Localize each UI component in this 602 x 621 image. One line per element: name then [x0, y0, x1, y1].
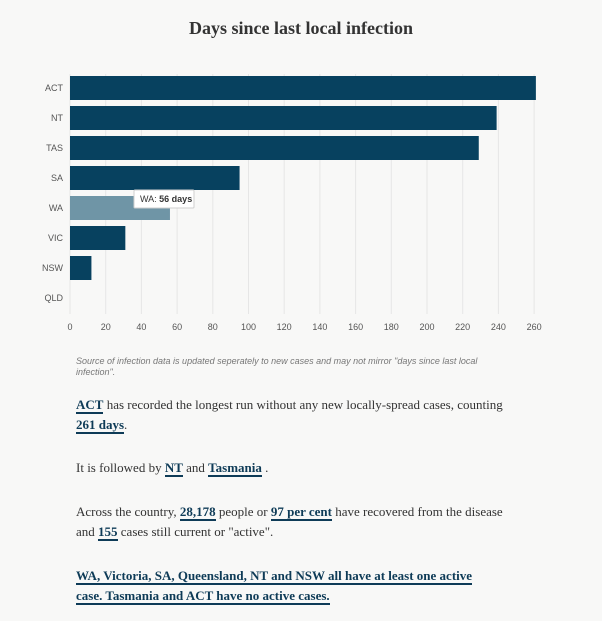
tooltip-prefix: WA:	[140, 194, 159, 204]
x-tick-label: 60	[172, 322, 182, 332]
x-tick-label: 240	[491, 322, 506, 332]
tooltip-box	[133, 189, 195, 209]
x-tick-label: 260	[527, 322, 542, 332]
p4-line2[interactable]: case. Tasmania and ACT have no active ca…	[76, 588, 330, 605]
paragraph-longest-run: ACT has recorded the longest run without…	[76, 395, 516, 435]
category-label: VIC	[48, 233, 64, 243]
x-tick-label: 120	[277, 322, 292, 332]
paragraph-followed-by: It is followed by NT and Tasmania .	[76, 458, 516, 478]
link-nt[interactable]: NT	[164, 460, 183, 477]
link-percent-recovered[interactable]: 97 per cent	[270, 504, 332, 521]
bar-chart: ACT NT TAS SA WA VIC NSW QLD 0 20 40 60 80 100 120 140…	[42, 74, 542, 332]
x-tick-label: 40	[136, 322, 146, 332]
link-tasmania[interactable]: Tasmania	[208, 460, 262, 477]
category-label: QLD	[44, 293, 63, 303]
p3-text4: cases still current or "active".	[117, 524, 274, 539]
paragraph-active-cases[interactable]: WA, Victoria, SA, Queensland, NT and NSW…	[76, 566, 516, 606]
category-labels: ACT NT TAS SA WA VIC NSW QLD	[42, 83, 64, 303]
link-recovered-count[interactable]: 28,178	[179, 504, 216, 521]
bar-nt[interactable]	[70, 106, 497, 130]
bar-nsw[interactable]	[70, 256, 92, 280]
source-note: Source of infection data is updated sepe…	[76, 356, 478, 377]
link-act[interactable]: ACT	[76, 397, 104, 414]
p2-text2: and	[182, 460, 209, 475]
category-label: NSW	[42, 263, 64, 273]
x-tick-label: 100	[241, 322, 256, 332]
bar-vic[interactable]	[70, 226, 126, 250]
p3-text3: have recovered from the disease and	[76, 504, 503, 539]
tooltip: WA: 56 days	[133, 189, 195, 209]
x-tick-label: 220	[455, 322, 470, 332]
link-active-cases[interactable]: 155	[98, 524, 118, 541]
bar-act[interactable]	[70, 76, 536, 100]
category-label: WA	[49, 203, 63, 213]
link-261-days[interactable]: 261 days	[76, 417, 125, 434]
x-tick-label: 20	[101, 322, 111, 332]
category-label: SA	[51, 173, 63, 183]
x-tick-label: 160	[348, 322, 363, 332]
paragraph-recovered: Across the country, 28,178 people or 97 …	[76, 502, 516, 542]
p1-text2: .	[124, 417, 128, 432]
p1-text1: has recorded the longest run without any…	[103, 397, 503, 412]
p4-line1[interactable]: WA, Victoria, SA, Queensland, NT and NSW…	[76, 568, 473, 585]
bars	[70, 76, 536, 280]
x-tick-label: 140	[312, 322, 327, 332]
tooltip-text: WA: 56 days	[140, 194, 192, 204]
bar-sa[interactable]	[70, 166, 240, 190]
category-label: NT	[51, 113, 63, 123]
p2-text1: It is followed by	[76, 460, 165, 475]
x-tick-label: 0	[67, 322, 72, 332]
p2-text3: .	[261, 460, 269, 475]
category-label: TAS	[46, 143, 63, 153]
tooltip-value: 56 days	[159, 194, 192, 204]
bar-tas[interactable]	[70, 136, 479, 160]
x-tick-label: 200	[419, 322, 434, 332]
p3-text1: Across the country,	[76, 504, 180, 519]
x-tick-label: 80	[208, 322, 218, 332]
x-tick-label: 180	[384, 322, 399, 332]
category-label: ACT	[45, 83, 64, 93]
chart-title: Days since last local infection	[189, 18, 413, 38]
x-axis-ticks: 0 20 40 60 80 100 120 140 160 180 200 220 240 260	[67, 322, 541, 332]
p3-text2: people or	[215, 504, 271, 519]
